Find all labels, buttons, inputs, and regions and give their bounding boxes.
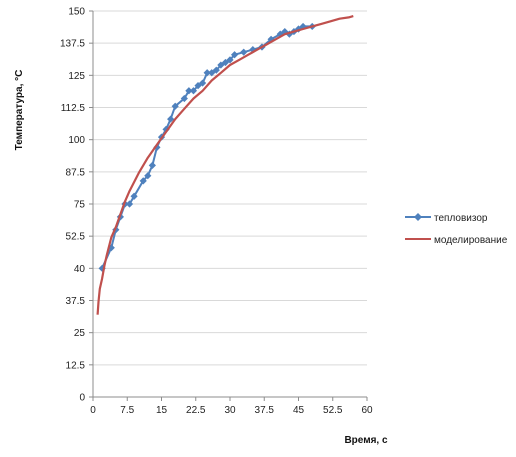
data-point-teplovizor (171, 102, 179, 110)
y-axis-title: Температура, °С (14, 70, 25, 151)
data-point-teplovizor (240, 48, 248, 56)
y-tick-label: 37.5 (66, 296, 86, 307)
x-tick-label: 30 (224, 405, 236, 416)
y-tick-label: 112.5 (61, 103, 86, 114)
series-layer (96, 15, 354, 315)
x-tick-label: 60 (361, 405, 373, 416)
data-point-teplovizor (199, 79, 207, 87)
data-point-teplovizor (148, 161, 156, 169)
legend-item-teplovizor: тепловизор (405, 213, 488, 224)
series-line-teplovizor (101, 25, 313, 269)
data-point-teplovizor (189, 87, 198, 95)
x-tick-label: 15 (156, 405, 168, 416)
data-point-teplovizor (226, 56, 234, 64)
x-tick-labels: 0 7.5 15 22.5 30 37.5 45 52.5 60 (90, 405, 373, 416)
legend-label-teplovizor: тепловизор (434, 213, 488, 224)
data-point-teplovizor (180, 94, 188, 103)
x-axis-title: Время, с (344, 435, 388, 446)
data-point-teplovizor (299, 22, 307, 31)
series-teplovizor (98, 22, 316, 272)
data-point-teplovizor (285, 30, 293, 38)
data-point-teplovizor (130, 192, 138, 200)
data-point-teplovizor (203, 69, 211, 77)
data-point-teplovizor (230, 51, 239, 59)
data-point-teplovizor (98, 264, 106, 272)
y-tick-label: 100 (68, 135, 85, 146)
y-tick-label: 137.5 (60, 39, 85, 50)
data-point-teplovizor (144, 172, 152, 180)
x-tick-label: 52.5 (323, 405, 343, 416)
y-tick-label: 40 (74, 264, 86, 275)
data-point-teplovizor (185, 87, 193, 95)
series-line-modelirovanie (96, 15, 354, 315)
x-tick-label: 0 (90, 405, 96, 416)
x-tick-label: 45 (293, 405, 305, 416)
legend-item-modelirovanie: моделирование (405, 235, 508, 246)
x-tick-label: 7.5 (120, 405, 134, 416)
y-tick-label: 25 (74, 328, 86, 339)
gridlines (93, 10, 367, 366)
data-point-teplovizor (221, 58, 230, 67)
data-point-teplovizor (167, 115, 175, 123)
legend-marker-diamond-icon (414, 213, 422, 221)
data-point-teplovizor (281, 27, 289, 36)
y-tick-label: 125 (68, 71, 85, 82)
data-point-teplovizor (249, 46, 257, 54)
y-tick-label: 150 (68, 7, 85, 18)
y-tick-label: 87.5 (66, 167, 86, 178)
x-tick-label: 37.5 (255, 405, 275, 416)
series-modelirovanie (96, 15, 354, 315)
legend: тепловизор моделирование (405, 213, 508, 246)
x-tick-label: 22.5 (186, 405, 206, 416)
y-tick-label: 75 (74, 200, 86, 211)
y-tick-labels: 0 12.5 25 37.5 40 52.5 75 87.5 100 112.5 125 137.5 1… (60, 7, 85, 404)
legend-label-modelirovanie: моделирование (434, 235, 508, 246)
y-tick-label: 52.5 (66, 232, 86, 243)
y-tick-label: 0 (79, 393, 85, 404)
axes (89, 10, 368, 401)
data-point-teplovizor (267, 35, 275, 43)
data-point-teplovizor (139, 177, 147, 185)
data-point-teplovizor (125, 200, 134, 208)
data-point-teplovizor (212, 66, 220, 74)
y-tick-label: 12.5 (66, 360, 86, 371)
